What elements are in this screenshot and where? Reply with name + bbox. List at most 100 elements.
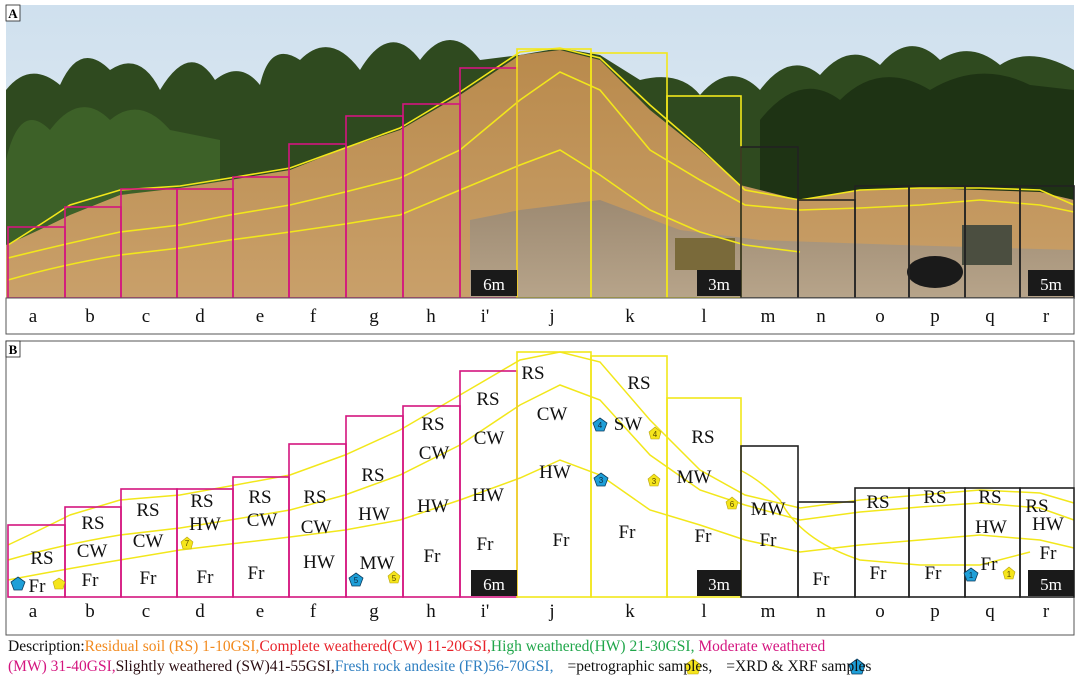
zone-hw-f: HW bbox=[303, 552, 335, 573]
column-label: n bbox=[816, 306, 826, 327]
petro-sample-number: 7 bbox=[185, 539, 190, 548]
legend-mw-a: Moderate weathered bbox=[698, 638, 826, 655]
zone-cw-c: CW bbox=[133, 531, 164, 552]
b-scale-badge-3m bbox=[697, 570, 741, 596]
zone-rs-a: RS bbox=[30, 548, 53, 569]
legend-hw: High weathered(HW) 21-30GSI, bbox=[490, 638, 695, 655]
b-boundary-hw-fr bbox=[7, 459, 1075, 581]
column-label: e bbox=[256, 601, 264, 622]
zone-fr-p: Fr bbox=[925, 563, 943, 584]
boundary-cw-hw bbox=[7, 71, 1075, 259]
zone-fr-d: Fr bbox=[197, 567, 215, 588]
zone-rs-h: RS bbox=[421, 414, 444, 435]
column-label: b bbox=[85, 601, 95, 622]
zone-rs-f: RS bbox=[303, 487, 326, 508]
b-scale-text-5m: 5m bbox=[1040, 575, 1062, 594]
zone-fr-c: Fr bbox=[140, 568, 158, 589]
zone-cw-h: CW bbox=[419, 443, 450, 464]
zone-rs-g: RS bbox=[361, 465, 384, 486]
zone-mw-m: MW bbox=[751, 499, 786, 520]
petro-sample-number: 5 bbox=[392, 574, 397, 583]
column-label: m bbox=[761, 306, 776, 327]
column-label: q bbox=[985, 306, 995, 327]
scale-badge-5m bbox=[1028, 270, 1074, 296]
legend-cw: Complete weathered(CW) 11-20GSI, bbox=[259, 638, 491, 655]
scale-badge-3m bbox=[697, 270, 741, 296]
legend-fr: Fresh rock andesite (FR)56-70GSI, bbox=[334, 658, 554, 675]
b-scale-text-3m: 3m bbox=[708, 575, 730, 594]
column-labels-b: a b c d e f g h i' j k l m n o p q r bbox=[29, 601, 1050, 622]
zone-fr-q: Fr bbox=[981, 554, 999, 575]
petro-sample-icon bbox=[647, 473, 661, 487]
column-labels-a: a b c d e f g h i' j k l m n o p q r bbox=[29, 306, 1050, 327]
xrd-sample-number: 3 bbox=[599, 476, 604, 485]
legend-petro: =petrographic samples, bbox=[567, 658, 713, 675]
zone-rs-p: RS bbox=[923, 487, 946, 508]
column-label: p bbox=[930, 601, 940, 622]
column-label: k bbox=[625, 601, 635, 622]
column-label: d bbox=[195, 306, 205, 327]
zone-mw-g: MW bbox=[360, 553, 395, 574]
panel-a-label-box bbox=[5, 4, 21, 22]
zone-rs-j: RS bbox=[521, 363, 544, 384]
zone-mw-l: MW bbox=[677, 467, 712, 488]
column-label: p bbox=[930, 306, 940, 327]
panel-a-label: A bbox=[8, 6, 18, 21]
scale-badges-b: 6m 3m 5m bbox=[471, 570, 1074, 596]
zone-cw-j: CW bbox=[537, 404, 568, 425]
zone-cw-e: CW bbox=[247, 510, 278, 531]
zone-rs-o: RS bbox=[866, 492, 889, 513]
b-scale-badge-5m bbox=[1028, 570, 1074, 596]
legend-mw-b: (MW) 31-40GSI, bbox=[8, 658, 116, 675]
zone-fr-l: Fr bbox=[695, 526, 713, 547]
zone-hw-q: HW bbox=[975, 517, 1007, 538]
petro-sample-number: 3 bbox=[652, 477, 657, 486]
legend-xrd: =XRD & XRF samples bbox=[726, 658, 872, 675]
zone-cw-i: CW bbox=[474, 428, 505, 449]
column-label: n bbox=[816, 601, 826, 622]
xrd-sample-icon bbox=[592, 417, 608, 432]
zone-fr-i: Fr bbox=[477, 534, 495, 555]
zone-sw-k: SW bbox=[614, 414, 643, 435]
sample-markers: 5 5 7 4 4 3 3 6 1 1 bbox=[10, 417, 1016, 591]
petro-sample-number: 4 bbox=[653, 430, 658, 439]
xrd-sample-icon bbox=[963, 567, 979, 582]
zone-fr-o: Fr bbox=[870, 563, 888, 584]
zone-rs-k: RS bbox=[627, 373, 650, 394]
column-label-strip-a bbox=[5, 297, 1075, 335]
zone-fr-j: Fr bbox=[553, 530, 571, 551]
column-label: i' bbox=[481, 601, 490, 622]
legend-sw: Slightly weathered (SW)41-55GSI, bbox=[115, 658, 335, 675]
column-label: q bbox=[985, 601, 995, 622]
zone-fr-e: Fr bbox=[248, 563, 266, 584]
zone-labels: RS Fr RS CW Fr RS CW Fr RS HW Fr RS CW F… bbox=[29, 363, 1064, 597]
petro-sample-icon bbox=[52, 577, 66, 590]
column-label: o bbox=[875, 306, 885, 327]
scale-text-6m: 6m bbox=[483, 275, 505, 294]
zone-rs-l: RS bbox=[691, 427, 714, 448]
b-scale-badge-6m bbox=[471, 570, 517, 596]
description-prefix: Description: bbox=[8, 638, 85, 655]
panel-b-label-box bbox=[5, 340, 21, 358]
petro-sample-icon bbox=[1002, 566, 1016, 580]
column-label: h bbox=[426, 306, 436, 327]
column-label: h bbox=[426, 601, 436, 622]
zone-hw-g: HW bbox=[358, 504, 390, 525]
column-label: a bbox=[29, 601, 38, 622]
b-box-r bbox=[1019, 487, 1075, 598]
column-label: a bbox=[29, 306, 38, 327]
column-label: g bbox=[369, 306, 379, 327]
scale-badge-6m bbox=[471, 270, 517, 296]
b-boundary-rs-cw bbox=[7, 351, 1075, 546]
column-label: e bbox=[256, 306, 264, 327]
scale-text-3m: 3m bbox=[708, 275, 730, 294]
legend-petro-pentagon-icon bbox=[684, 658, 702, 675]
zone-rs-i: RS bbox=[476, 389, 499, 410]
b-boundary-mw bbox=[739, 469, 1031, 566]
zone-rs-b: RS bbox=[81, 513, 104, 534]
xrd-sample-icon bbox=[348, 572, 364, 587]
zone-fr-r: Fr bbox=[1040, 543, 1058, 564]
tire-icon bbox=[907, 256, 963, 288]
column-label: i' bbox=[481, 306, 490, 327]
